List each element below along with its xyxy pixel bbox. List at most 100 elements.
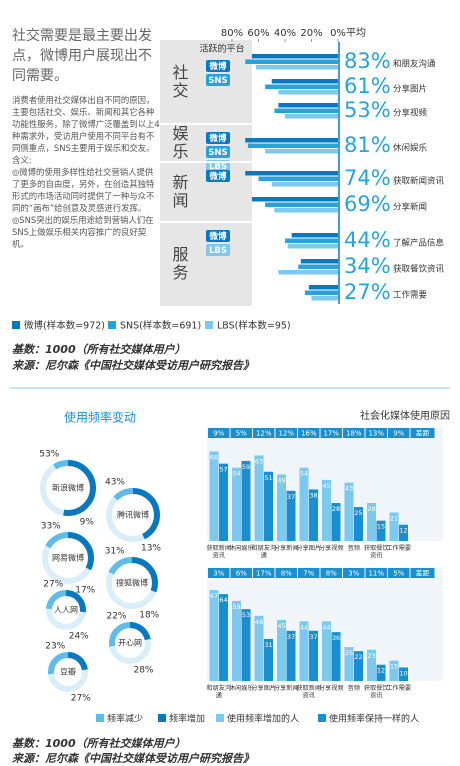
legend-label: 使用频率保持一样的人 xyxy=(329,713,419,725)
platform-badge xyxy=(206,170,230,182)
gap-label: 5% xyxy=(393,570,404,578)
legend-label: 频率减少 xyxy=(107,713,143,725)
bar xyxy=(389,512,399,541)
legend-swatch xyxy=(205,321,213,329)
bar xyxy=(389,660,399,681)
bar xyxy=(299,467,309,541)
bar xyxy=(277,619,286,681)
x-tick-label: 音频 xyxy=(348,544,360,552)
platform-label: 微博 xyxy=(208,171,227,182)
donut-label: 27% xyxy=(43,580,63,590)
bar xyxy=(285,114,338,119)
group-label: 新闻 xyxy=(170,174,189,210)
bar xyxy=(286,630,296,681)
donut-arc xyxy=(46,590,86,630)
x-tick-label: 分享新闻 xyxy=(274,684,299,692)
legend-label: LBS(样本数=95) xyxy=(217,320,291,332)
bar xyxy=(331,503,341,541)
bar-label: 64 xyxy=(219,596,227,604)
bar-label: 38 xyxy=(309,491,317,499)
bar-label: 12 xyxy=(399,527,407,535)
gap-label: 12% xyxy=(256,430,272,438)
bar xyxy=(399,524,408,541)
bar xyxy=(367,649,376,681)
bar xyxy=(274,108,338,113)
gap-band xyxy=(410,568,435,578)
bar xyxy=(367,503,376,541)
bar-label: 36 xyxy=(332,634,340,642)
platform-badge xyxy=(206,132,230,144)
donut-label: 18% xyxy=(139,611,159,621)
x-tick-label: 0% xyxy=(330,28,346,39)
donut-label: 24% xyxy=(69,632,89,642)
bar-label: 66 xyxy=(210,453,218,461)
bar xyxy=(309,489,318,541)
bar-label: 45 xyxy=(322,482,330,490)
group-label: 服务 xyxy=(170,246,189,282)
bar-label: 37 xyxy=(309,633,317,641)
bar-label: 37 xyxy=(287,493,295,501)
average-label: 74% xyxy=(344,166,391,190)
gap-band xyxy=(298,428,320,438)
platform-label: LBS xyxy=(209,162,227,172)
platform-label: SNS xyxy=(208,76,227,86)
bar xyxy=(245,59,338,64)
bar xyxy=(241,609,251,681)
x-tick-label: 获取餐饮资讯 xyxy=(364,684,390,700)
x-tick-label: 获取餐饮资讯 xyxy=(364,544,390,560)
category-label: 了解产品信息 xyxy=(393,238,445,249)
category-label: 和朋友沟通 xyxy=(393,59,436,70)
legend-swatch xyxy=(158,714,166,722)
platform-badge xyxy=(206,60,230,72)
platform-label: 微博 xyxy=(208,61,227,72)
donut-label: 22% xyxy=(106,612,126,622)
gap-label: 9% xyxy=(213,430,224,438)
x-tick-label: 20% xyxy=(300,28,322,39)
bar-label: 10 xyxy=(399,669,407,677)
bar xyxy=(251,54,338,59)
bar-label: 48 xyxy=(255,618,263,626)
bar-label: 54 xyxy=(300,470,308,478)
gap-label: 3% xyxy=(213,570,224,578)
x-tick-label: 和朋友沟通 xyxy=(251,544,276,560)
group-label: 娱乐 xyxy=(170,125,189,161)
average-label: 61% xyxy=(344,74,391,98)
legend-label: 使用频率增加的人 xyxy=(227,713,299,725)
bar xyxy=(209,590,219,681)
bar xyxy=(309,630,318,681)
bar xyxy=(241,460,251,541)
legend-label: SNS(样本数=691) xyxy=(120,320,201,332)
x-tick-label: 分享图片 xyxy=(296,544,321,552)
bar xyxy=(255,65,338,70)
gap-band xyxy=(343,568,365,578)
bar xyxy=(376,520,386,541)
bar xyxy=(245,171,338,176)
bar xyxy=(265,202,338,207)
bar-label: 44 xyxy=(322,623,330,631)
gap-label: 13% xyxy=(368,430,384,438)
bar-label: 67 xyxy=(210,592,218,600)
legend-swatch xyxy=(12,321,20,329)
donut-arc xyxy=(106,488,160,542)
platform-label: SNS xyxy=(208,148,227,158)
gap-label: 3% xyxy=(348,570,359,578)
gap-band xyxy=(365,568,387,578)
bar-label: 15 xyxy=(390,663,398,671)
donut-label: 13% xyxy=(141,544,161,554)
bar-label: 45 xyxy=(277,622,285,630)
legend-swatch xyxy=(108,321,116,329)
bar xyxy=(300,259,338,264)
bar-label: 51 xyxy=(264,474,272,482)
gap-band xyxy=(275,428,297,438)
bar xyxy=(311,296,338,301)
category-label: 获取新闻资讯 xyxy=(393,176,445,187)
x-tick-label: 音频 xyxy=(348,684,360,692)
article-title: 社交需要是最主要出发点，微博用户展现出不同需要。 xyxy=(12,28,152,84)
average-label: 83% xyxy=(344,49,391,73)
gap-band xyxy=(298,568,320,578)
footnote-source: 来源：尼尔森《中国社交媒体受访用户研究报告》 xyxy=(12,359,254,372)
bar xyxy=(245,138,338,143)
bar-label: 43 xyxy=(345,485,353,493)
bar-label: 15 xyxy=(377,523,385,531)
